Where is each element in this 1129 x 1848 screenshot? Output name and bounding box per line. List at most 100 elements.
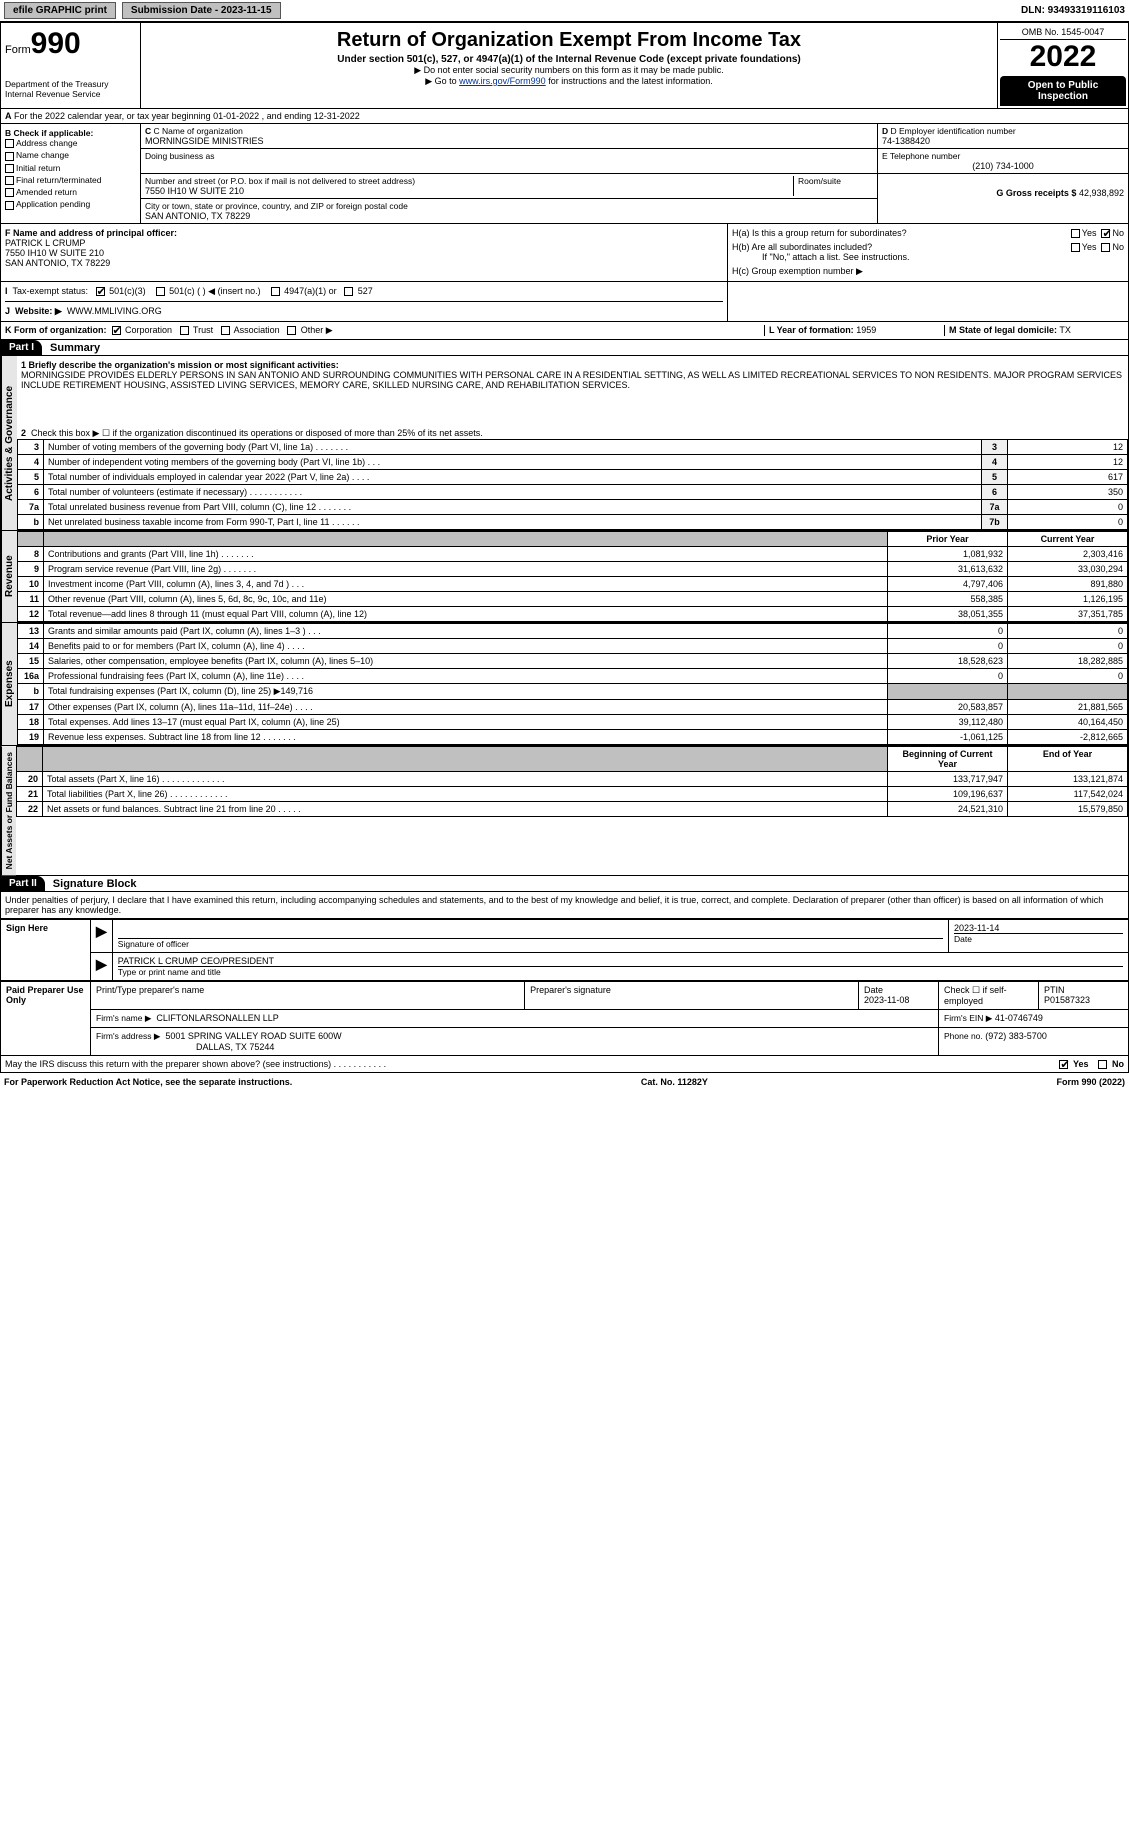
line-number: 5 [18,470,44,485]
row-fh: F Name and address of principal officer:… [0,224,1129,282]
firm-phone-label: Phone no. [944,1031,983,1041]
hb-label: H(b) Are all subordinates included? [732,242,872,252]
ha-yes[interactable] [1071,229,1080,238]
mission-text: MORNINGSIDE PROVIDES ELDERLY PERSONS IN … [21,370,1124,390]
c-label: C Name of organization [154,126,243,136]
line-label: Other revenue (Part VIII, column (A), li… [44,592,888,607]
col-hdr-curr: End of Year [1008,747,1128,772]
gross-receipts: 42,938,892 [1079,188,1124,198]
submission-date-button[interactable]: Submission Date - 2023-11-15 [122,2,281,19]
current-year-value: 0 [1008,639,1128,654]
table-row: 8 Contributions and grants (Part VIII, l… [18,547,1128,562]
form-header-left: Form990 Department of the Treasury Inter… [1,23,141,108]
chk-application-pending[interactable]: Application pending [5,199,136,209]
website-value: WWW.MMLIVING.ORG [67,306,162,316]
table-row: 7a Total unrelated business revenue from… [18,500,1128,515]
prior-year-value [888,684,1008,700]
table-row: 4 Number of independent voting members o… [18,455,1128,470]
chk-trust[interactable] [180,326,189,335]
irs-link[interactable]: www.irs.gov/Form990 [459,76,546,86]
chk-501c3[interactable] [96,287,105,296]
m-val: TX [1059,325,1071,335]
table-row: 21 Total liabilities (Part X, line 26) .… [17,787,1128,802]
discuss-yes[interactable] [1059,1060,1068,1069]
discuss-no[interactable] [1098,1060,1107,1069]
signer-name-label: Type or print name and title [118,967,1123,977]
dba-label: Doing business as [145,151,873,161]
form-subtitle: Under section 501(c), 527, or 4947(a)(1)… [145,54,993,65]
chk-amended-return[interactable]: Amended return [5,187,136,197]
line-number: 4 [18,455,44,470]
omb-number: OMB No. 1545-0047 [1000,25,1126,40]
prior-year-value: 0 [888,669,1008,684]
vtab-revenue: Revenue [1,531,17,622]
current-year-value [1008,684,1128,700]
line-number: 17 [18,700,44,715]
chk-4947[interactable] [271,287,280,296]
line-number: 11 [18,592,44,607]
line-number: b [18,684,44,700]
goto-note: ▶ Go to www.irs.gov/Form990 for instruct… [145,76,993,87]
prior-year-value: 20,583,857 [888,700,1008,715]
firm-ein-label: Firm's EIN ▶ [944,1013,992,1023]
chk-name-change[interactable]: Name change [5,150,136,160]
prep-date-hdr: Date [864,985,883,995]
current-year-value: 40,164,450 [1008,715,1128,730]
table-row: 9 Program service revenue (Part VIII, li… [18,562,1128,577]
line-label: Salaries, other compensation, employee b… [44,654,888,669]
line-label: Investment income (Part VIII, column (A)… [44,577,888,592]
netassets-table: Beginning of Current Year End of Year20 … [16,746,1128,817]
table-row: 14 Benefits paid to or for members (Part… [18,639,1128,654]
firm-name: CLIFTONLARSONALLEN LLP [156,1013,278,1023]
sign-here-label: Sign Here [1,920,91,981]
line-label: Grants and similar amounts paid (Part IX… [44,624,888,639]
firm-addr2: DALLAS, TX 75244 [96,1042,274,1052]
governance-table: 3 Number of voting members of the govern… [17,439,1128,530]
line-number: 16a [18,669,44,684]
dln-label: DLN: 93493319116103 [1021,5,1125,16]
discuss-q: May the IRS discuss this return with the… [5,1059,386,1069]
part-ii-num: Part II [1,876,45,891]
chk-other[interactable] [287,326,296,335]
current-year-value: 117,542,024 [1008,787,1128,802]
line-box: 7b [982,515,1008,530]
chk-initial-return[interactable]: Initial return [5,163,136,173]
officer-addr1: 7550 IH10 W SUITE 210 [5,248,104,258]
table-row: 6 Total number of volunteers (estimate i… [18,485,1128,500]
line-label: Total unrelated business revenue from Pa… [44,500,982,515]
firm-phone: (972) 383-5700 [985,1031,1047,1041]
table-row: 16a Professional fundraising fees (Part … [18,669,1128,684]
chk-final-return[interactable]: Final return/terminated [5,175,136,185]
chk-527[interactable] [344,287,353,296]
prior-year-value: 38,051,355 [888,607,1008,622]
line-label: Total assets (Part X, line 16) . . . . .… [43,772,888,787]
line-label: Total liabilities (Part X, line 26) . . … [43,787,888,802]
line-number: 20 [17,772,43,787]
line-number: b [18,515,44,530]
paid-preparer-label: Paid Preparer Use Only [1,982,91,1056]
prep-sig-hdr: Preparer's signature [525,982,859,1010]
line-box: 5 [982,470,1008,485]
signer-name: PATRICK L CRUMP CEO/PRESIDENT [118,956,1123,967]
dept-treasury: Department of the Treasury [5,79,136,89]
table-row: 3 Number of voting members of the govern… [18,440,1128,455]
prior-year-value: 558,385 [888,592,1008,607]
chk-501c[interactable] [156,287,165,296]
ha-no[interactable] [1101,229,1110,238]
chk-address-change[interactable]: Address change [5,138,136,148]
footer-left: For Paperwork Reduction Act Notice, see … [4,1077,292,1087]
line-label: Benefits paid to or for members (Part IX… [44,639,888,654]
chk-corporation[interactable] [112,326,121,335]
city-state-zip: SAN ANTONIO, TX 78229 [145,211,873,221]
chk-association[interactable] [221,326,230,335]
line-value: 12 [1008,455,1128,470]
line-number: 14 [18,639,44,654]
hb-no[interactable] [1101,243,1110,252]
prior-year-value: 4,797,406 [888,577,1008,592]
efile-print-button[interactable]: efile GRAPHIC print [4,2,116,19]
col-h: H(a) Is this a group return for subordin… [728,224,1128,281]
row-klm: K Form of organization: Corporation Trus… [0,322,1129,340]
hb-yes[interactable] [1071,243,1080,252]
line-label: Number of independent voting members of … [44,455,982,470]
f-label: F Name and address of principal officer: [5,228,177,238]
